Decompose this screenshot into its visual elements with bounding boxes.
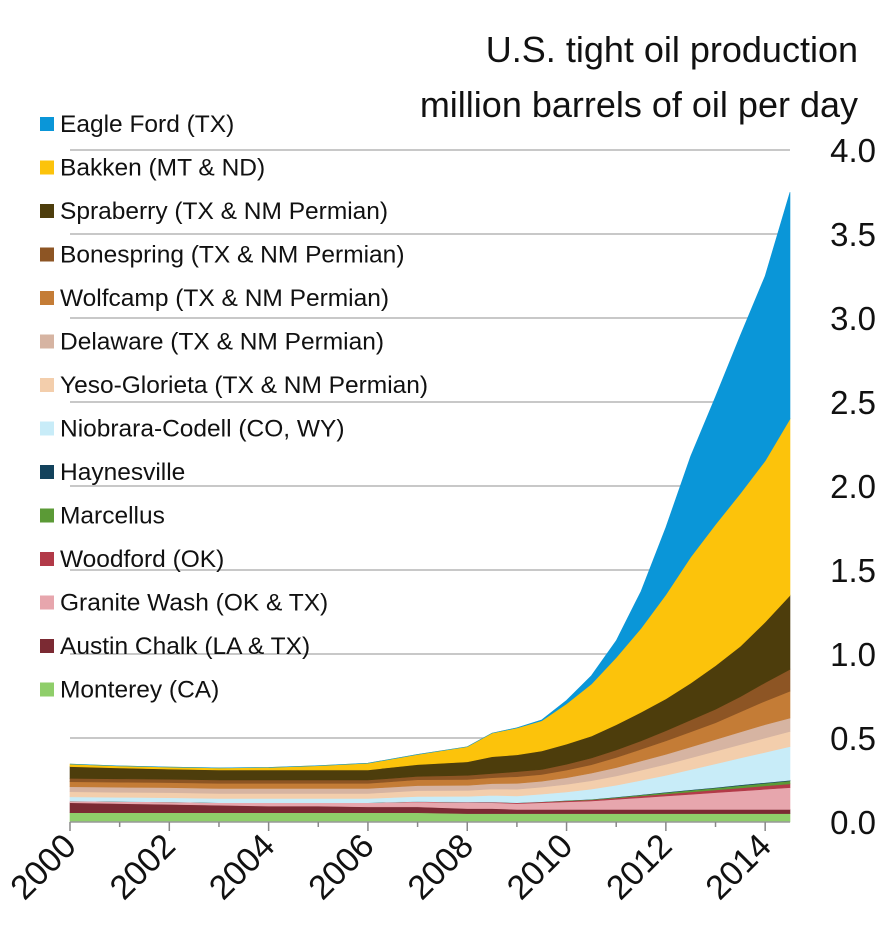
- legend-swatch: [40, 378, 54, 392]
- x-tick-label: 2012: [599, 827, 679, 907]
- grid-lines: [70, 149, 790, 739]
- area-eagle-ford-tx: [69, 192, 791, 769]
- legend-swatch: [40, 465, 54, 479]
- legend-label: Bakken (MT & ND): [60, 155, 265, 182]
- legend-label: Haynesville: [60, 459, 185, 486]
- legend-label: Wolfcamp (TX & NM Permian): [60, 285, 389, 312]
- x-tick-label: 2000: [3, 827, 83, 907]
- y-tick-label: 0.0: [830, 804, 876, 841]
- legend-label: Bonespring (TX & NM Permian): [60, 242, 404, 269]
- x-tick-label: 2010: [500, 827, 580, 907]
- legend-label: Yeso-Glorieta (TX & NM Permian): [60, 372, 428, 399]
- legend: Eagle Ford (TX) Bakken (MT & ND) Spraberry…: [40, 111, 428, 704]
- legend-swatch: [40, 682, 54, 697]
- x-tick-label: 2014: [698, 827, 778, 907]
- legend-swatch: [40, 552, 54, 566]
- legend-swatch: [40, 247, 54, 262]
- legend-label: Woodford (OK): [60, 546, 224, 573]
- legend-swatch: [40, 160, 54, 175]
- y-tick-label: 4.0: [830, 132, 876, 169]
- y-tick-label: 1.5: [830, 552, 876, 589]
- x-tick-label: 2004: [202, 827, 282, 907]
- legend-swatch: [40, 291, 54, 305]
- legend-label: Austin Chalk (LA & TX): [60, 633, 310, 660]
- area-monterey-ca: [69, 812, 791, 823]
- legend-label: Niobrara-Codell (CO, WY): [60, 416, 345, 443]
- legend-label: Marcellus: [60, 503, 165, 530]
- legend-swatch: [40, 204, 54, 218]
- x-tick-label: 2008: [401, 827, 481, 907]
- chart-subtitle: million barrels of oil per day: [420, 84, 858, 125]
- legend-swatch: [40, 334, 54, 349]
- y-tick-label: 3.5: [830, 216, 876, 253]
- legend-swatch: [40, 117, 54, 131]
- y-tick-label: 2.5: [830, 384, 876, 421]
- legend-swatch: [40, 421, 54, 436]
- y-tick-label: 1.0: [830, 636, 876, 673]
- stacked-areas: [69, 192, 791, 823]
- legend-label: Granite Wash (OK & TX): [60, 590, 328, 617]
- y-tick-label: 3.0: [830, 300, 876, 337]
- chart-title: U.S. tight oil production: [486, 29, 858, 70]
- x-tick-label: 2006: [301, 827, 381, 907]
- legend-label: Monterey (CA): [60, 677, 219, 704]
- legend-label: Eagle Ford (TX): [60, 111, 234, 138]
- legend-label: Delaware (TX & NM Permian): [60, 329, 384, 356]
- y-tick-label: 2.0: [830, 468, 876, 505]
- legend-swatch: [40, 595, 54, 610]
- x-tick-label: 2002: [103, 827, 183, 907]
- legend-label: Spraberry (TX & NM Permian): [60, 198, 388, 225]
- y-tick-label: 0.5: [830, 720, 876, 757]
- legend-swatch: [40, 639, 54, 653]
- legend-swatch: [40, 508, 54, 523]
